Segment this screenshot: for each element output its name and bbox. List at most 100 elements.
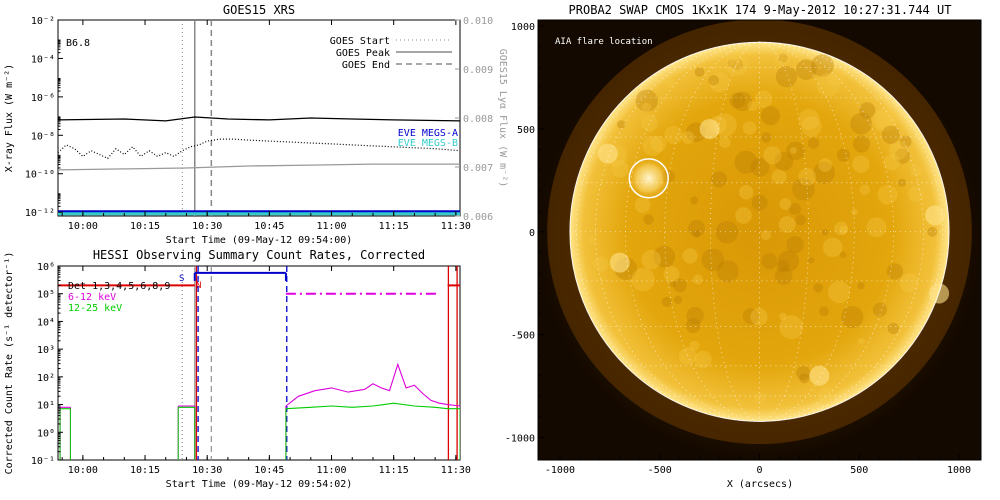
swap-texture-blob (826, 68, 845, 87)
swap-x-tick-label: -500 (648, 465, 672, 476)
swap-texture-blob (859, 184, 871, 195)
swap-texture-blob (709, 72, 730, 93)
swap-texture-blob (857, 337, 865, 345)
swap-texture-blob (875, 107, 898, 131)
hessi-title: HESSI Observing Summary Count Rates, Cor… (93, 248, 425, 262)
swap-texture-blob (816, 73, 841, 97)
swap-texture-blob (788, 202, 802, 216)
swap-texture-blob (715, 220, 739, 244)
swap-texture-blob (686, 306, 704, 325)
swap-texture-blob (796, 366, 811, 381)
swap-texture-blob (635, 89, 658, 112)
swap-texture-blob (779, 198, 792, 210)
swap-texture-blob (813, 283, 823, 293)
hessi-panel: HESSI Observing Summary Count Rates, Cor… (4, 248, 471, 490)
goes-series-0 (58, 116, 460, 122)
goes-class-label: B6.8 (66, 38, 90, 49)
swap-texture-blob (786, 235, 804, 254)
swap-texture-blob (839, 251, 847, 258)
swap-texture-blob (760, 229, 771, 241)
swap-texture-blob (812, 161, 835, 184)
swap-texture-blob (776, 259, 790, 273)
swap-texture-blob (821, 229, 829, 236)
swap-texture-blob (763, 146, 782, 165)
swap-texture-blob (742, 308, 759, 325)
swap-bright-region-1 (597, 143, 618, 164)
hessi-x-tick-label: 10:00 (68, 465, 98, 476)
swap-texture-blob (839, 225, 849, 235)
goes-series-megs-a-label: EVE MEGS-A (398, 128, 458, 139)
goes-y-right-tick-label: 0.008 (463, 114, 493, 125)
swap-texture-blob (883, 154, 901, 171)
swap-panel: PROBA2 SWAP CMOS 1Kx1K 174 9-May-2012 10… (505, 3, 982, 490)
swap-texture-blob (631, 267, 655, 292)
swap-texture-blob (641, 102, 652, 113)
swap-texture-blob (850, 112, 872, 135)
hessi-y-tick-label: 10¹ (37, 401, 55, 412)
swap-texture-blob (682, 248, 698, 264)
swap-texture-blob (881, 125, 901, 144)
goes-plot-frame (57, 19, 461, 217)
hessi-axes: 10:00 10:15 10:30 10:45 11:00 11:15 11:30 10⁻¹ 1… (31, 262, 471, 476)
goes-y-tick-label: 10⁻¹⁰ (25, 170, 55, 181)
swap-x-tick-label: 0 (756, 465, 762, 476)
hessi-legend-det: Det 1,3,4,5,6,8,9 (68, 281, 170, 292)
swap-texture-blob (685, 318, 701, 334)
swap-y-tick-label: 1000 (511, 22, 535, 33)
goes-x-tick-label: 10:00 (68, 221, 98, 232)
swap-texture-blob (732, 91, 753, 112)
hessi-plot-frame (57, 265, 461, 461)
hessi-ylabel: Corrected Count Rate (s⁻¹ detector⁻¹) (4, 252, 15, 475)
swap-texture-blob (734, 150, 758, 174)
hessi-x-tick-label: 10:45 (254, 465, 284, 476)
swap-texture-blob (777, 250, 800, 272)
swap-texture-blob (690, 196, 699, 205)
hessi-y-tick-label: 10⁰ (37, 428, 55, 439)
hessi-marks (58, 266, 460, 460)
swap-texture-blob (666, 78, 676, 88)
goes-y-tick-label: 10⁻⁴ (31, 54, 55, 65)
swap-texture-blob (732, 59, 744, 70)
swap-texture-blob (716, 260, 739, 283)
hessi-y-tick-label: 10³ (37, 345, 55, 356)
swap-grid-longitude (759, 41, 855, 422)
swap-texture-blob (727, 59, 737, 68)
goes-legend: GOES Start GOES Peak GOES End (330, 36, 452, 71)
swap-texture-blob (789, 146, 797, 154)
swap-texture-blob (840, 305, 864, 329)
swap-y-tick-label: -500 (511, 331, 535, 342)
swap-texture-blob (670, 280, 677, 288)
swap-texture-blob (774, 267, 793, 285)
swap-texture-blob (799, 373, 810, 384)
hessi-series-6-12-kev-seg-2 (285, 362, 460, 407)
swap-texture-blob (852, 135, 871, 153)
hessi-y-tick-label: 10⁶ (37, 262, 55, 273)
swap-texture-blob (678, 347, 697, 365)
goes-y-tick-label: 10⁻⁶ (31, 93, 55, 104)
swap-x-tick-label: 1000 (947, 465, 971, 476)
goes-x-tick-label: 11:15 (379, 221, 409, 232)
swap-texture-blob (778, 53, 788, 63)
swap-texture-blob (859, 102, 876, 119)
swap-texture-blob (866, 217, 887, 238)
swap-texture-blob (708, 75, 720, 86)
swap-texture-blob (899, 135, 912, 148)
hessi-y-tick-label: 10⁴ (37, 317, 55, 328)
swap-texture-blob (689, 340, 700, 351)
hessi-y-tick-label: 10⁵ (37, 290, 55, 301)
swap-texture-blob (694, 350, 712, 369)
swap-texture-blob (673, 295, 683, 304)
swap-texture-blob (778, 312, 787, 321)
hessi-x-tick-label: 11:15 (379, 465, 409, 476)
goes-series-megs-b-label: EVE MEGS-B (398, 138, 458, 149)
goes-ylabel: X-ray Flux (W m⁻²) (4, 64, 15, 172)
swap-texture-blob (828, 281, 851, 304)
goes-y-right-tick-label: 0.010 (463, 16, 493, 27)
swap-texture-blob (692, 230, 701, 238)
swap-texture-blob (742, 121, 757, 135)
swap-bright-region-0 (609, 252, 630, 273)
swap-y-tick-label: 500 (517, 125, 535, 136)
goes-legend-start-label: GOES Start (330, 36, 390, 47)
swap-texture-blob (818, 158, 833, 172)
swap-texture-blob (887, 322, 900, 335)
